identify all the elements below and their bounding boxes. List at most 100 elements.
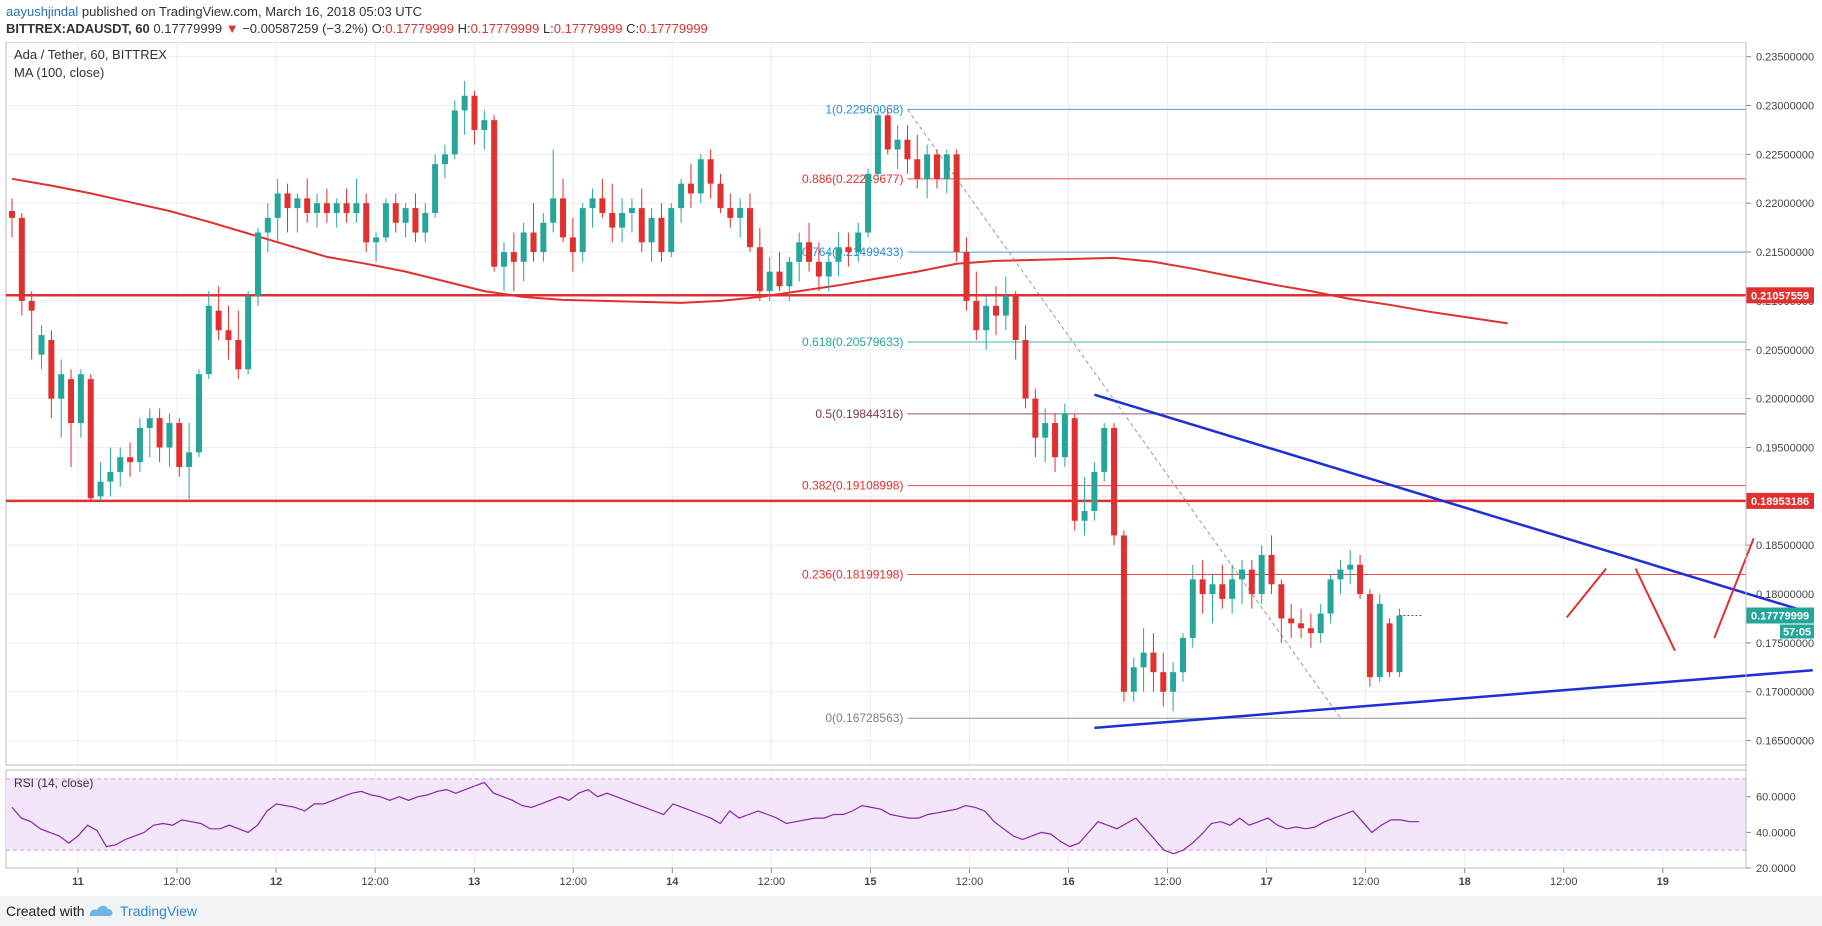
candle-body — [38, 335, 45, 355]
candle-body — [1071, 418, 1078, 521]
candle-body — [353, 203, 360, 213]
candle-body — [1022, 339, 1029, 399]
fib-trend-line — [907, 109, 1341, 719]
candle-body — [550, 198, 557, 223]
candle-body — [599, 198, 606, 213]
candle-body — [451, 110, 458, 155]
candle-body — [1189, 579, 1196, 638]
open-value: 0.17779999 — [385, 21, 455, 36]
fib-level-label: 0.236(0.18199198) — [802, 568, 903, 582]
candle-body — [461, 95, 468, 111]
candle-body — [1179, 637, 1186, 673]
candle-body — [402, 208, 409, 223]
candle-body — [825, 261, 832, 277]
author-link[interactable]: aayushjindal — [6, 4, 79, 19]
candle-body — [136, 427, 143, 463]
candle-body — [501, 252, 507, 267]
candle-body — [1357, 564, 1364, 595]
price-tick-label: 0.16500000 — [1756, 736, 1814, 748]
price-tick-label: 0.17000000 — [1756, 687, 1814, 699]
candle-body — [1298, 623, 1305, 629]
change-value: −0.00587259 (−3.2%) — [242, 21, 368, 36]
close-value: 0.17779999 — [639, 21, 708, 36]
price-tick-label: 0.20000000 — [1756, 394, 1814, 406]
candle-body — [953, 154, 960, 253]
fib-level-label: 1(0.22960068) — [825, 102, 903, 116]
candle-body — [766, 271, 773, 292]
fib-level-label: 0.764(0.21499433) — [802, 245, 903, 259]
candle-body — [68, 379, 75, 424]
projection-line — [1713, 537, 1755, 639]
price-tick-label: 0.18500000 — [1756, 540, 1814, 552]
candle-body — [215, 310, 222, 331]
candle-body — [1307, 628, 1314, 634]
footer-bar: Created with TradingView — [0, 896, 1822, 926]
candle-body — [609, 212, 616, 228]
fib-level-label: 0.382(0.19108998) — [802, 479, 903, 493]
candle-body — [1091, 471, 1098, 511]
candle-body — [1396, 615, 1403, 673]
time-tick-label: 18 — [1459, 876, 1471, 888]
candle-body — [87, 379, 94, 499]
candle-body — [648, 217, 655, 243]
price-tick-label: 0.17500000 — [1756, 638, 1814, 650]
candle-body — [668, 208, 675, 253]
candle-body — [1120, 535, 1127, 692]
candle-body — [924, 154, 931, 179]
candle-body — [392, 203, 399, 223]
rsi-title: RSI (14, close) — [14, 776, 93, 790]
candle-body — [569, 237, 576, 253]
rsi-band-fill — [6, 778, 1746, 851]
candle-body — [815, 261, 822, 277]
candle-body — [973, 300, 980, 331]
time-tick-label: 14 — [666, 876, 679, 888]
candle-body — [373, 237, 380, 243]
candle-body — [235, 339, 242, 370]
rsi-tick-label: 40.0000 — [1756, 827, 1796, 839]
time-tick-label: 12:00 — [1352, 876, 1380, 888]
candle-body — [747, 208, 753, 248]
candle-body — [471, 95, 478, 130]
price-tick-label: 0.23500000 — [1756, 52, 1814, 64]
candle-body — [884, 115, 891, 150]
candle-body — [481, 120, 488, 130]
candle-body — [491, 120, 498, 267]
candle-body — [1288, 618, 1295, 624]
candle-body — [520, 232, 527, 262]
price-tick-label: 0.23000000 — [1756, 101, 1814, 113]
candle-body — [1219, 584, 1226, 599]
time-tick-label: 12:00 — [956, 876, 984, 888]
candle-body — [28, 300, 35, 311]
price-tick-label: 0.18000000 — [1756, 589, 1814, 601]
time-tick-label: 12:00 — [1550, 876, 1578, 888]
candle-body — [1239, 569, 1245, 580]
candle-body — [1012, 296, 1019, 340]
candle-body — [166, 423, 173, 448]
candle-body — [796, 242, 803, 262]
last-price: 0.17779999 — [153, 21, 223, 36]
last-price-tag — [1746, 607, 1814, 624]
time-tick-label: 12:00 — [559, 876, 587, 888]
candle-body — [1337, 569, 1344, 580]
price-tick-label: 0.19500000 — [1756, 442, 1814, 454]
candle-body — [727, 208, 734, 218]
candle-body — [1248, 569, 1255, 595]
low-value: 0.17779999 — [553, 21, 623, 36]
candle-body — [58, 374, 65, 399]
time-tick-label: 13 — [468, 876, 480, 888]
candle-body — [323, 203, 330, 213]
candle-body — [894, 139, 901, 150]
high-value: 0.17779999 — [470, 21, 540, 36]
candle-body — [18, 217, 25, 301]
price-chart[interactable]: 0.23500000 0.23000000 0.22500000 0.22000000… — [0, 42, 1822, 896]
publish-text: published on TradingView.com, March 16, … — [78, 4, 423, 19]
candle-body — [638, 208, 645, 243]
candle-body — [1199, 579, 1206, 595]
candle-body — [806, 242, 813, 262]
candle-body — [1366, 594, 1373, 678]
candle-body — [382, 203, 389, 238]
candle-body — [1386, 623, 1393, 673]
candle-body — [284, 193, 291, 209]
candle-body — [687, 183, 694, 194]
tradingview-link[interactable]: TradingView — [120, 903, 198, 919]
